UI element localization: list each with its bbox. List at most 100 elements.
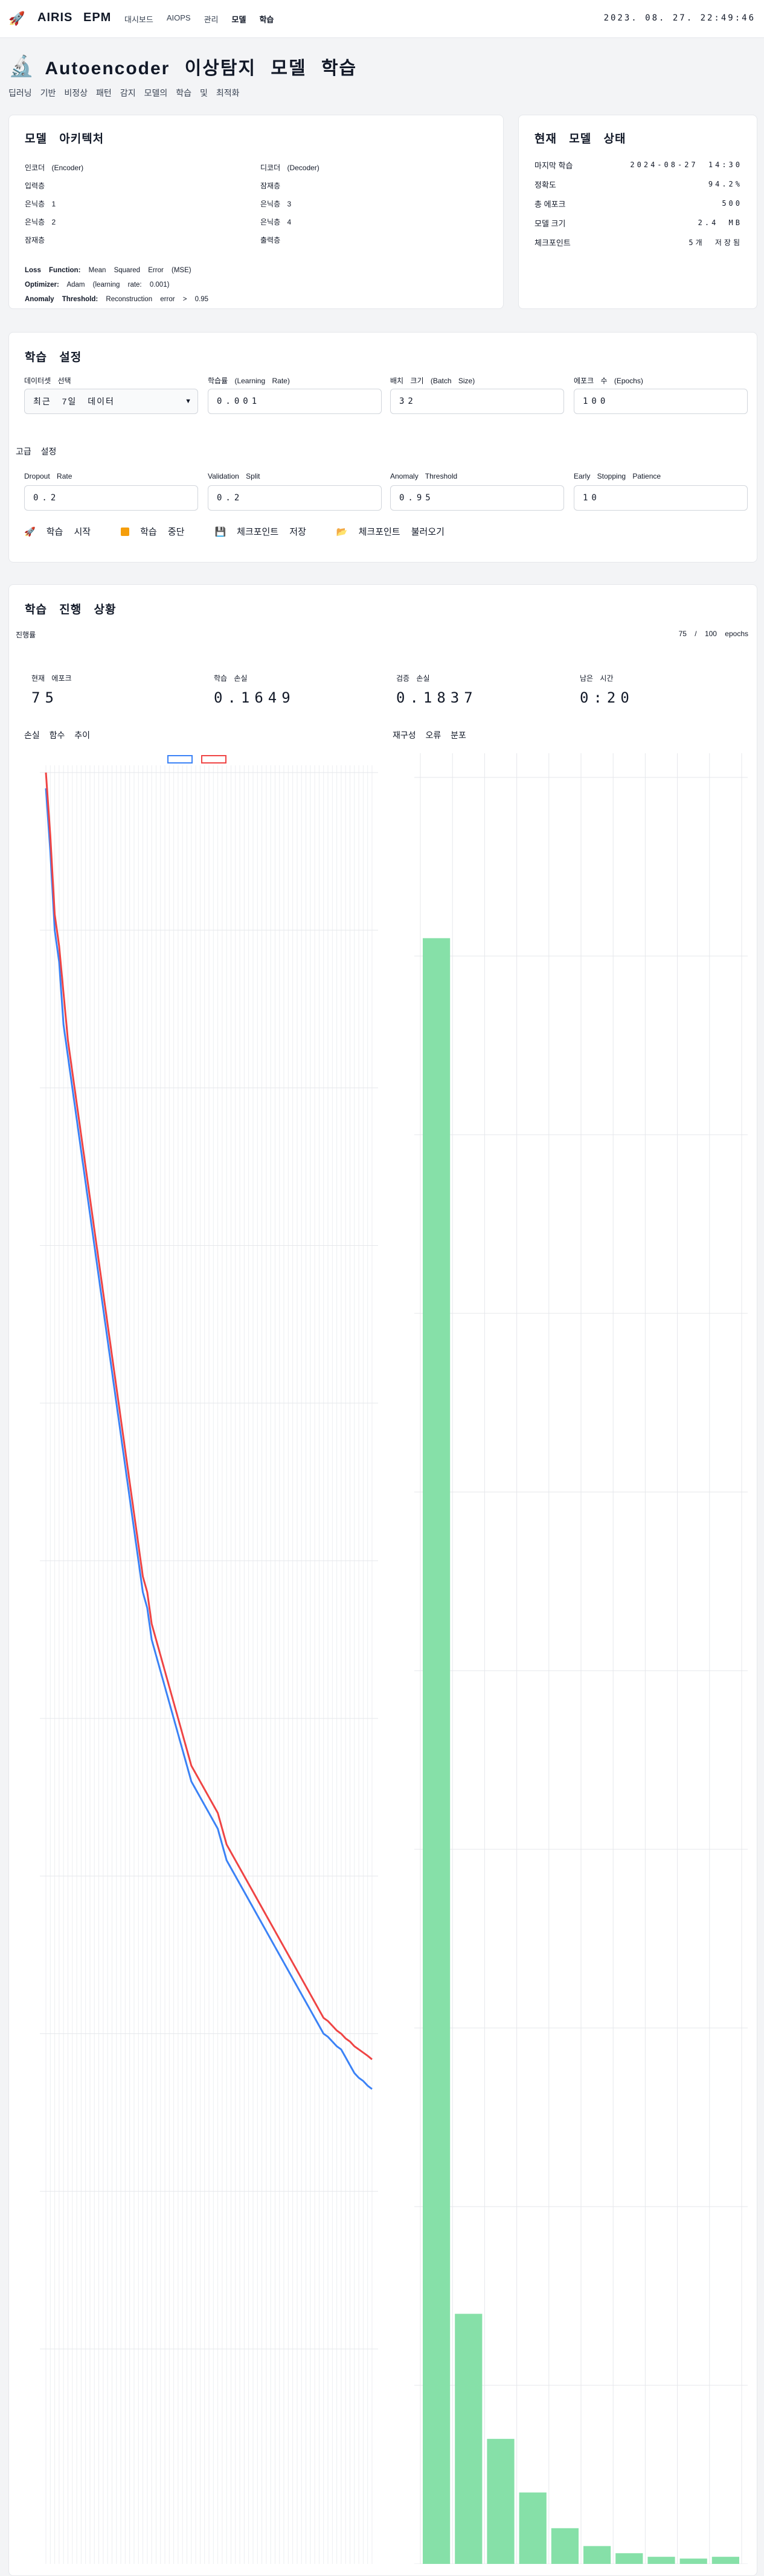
histogram-bar xyxy=(711,2557,739,2564)
loss-chart xyxy=(40,765,378,2564)
status-row: 총 에포크 500 xyxy=(534,194,742,213)
stat-remaining-time: 남은 시간 0:20 xyxy=(580,673,634,706)
histogram-bar xyxy=(423,938,451,2564)
button-label: 체크포인트 저장 xyxy=(237,527,306,537)
config-title: 학습 설정 xyxy=(25,351,82,364)
dataset-select-value: 최근 7일 데이터 xyxy=(33,397,115,406)
page-subtitle: 딥러닝 기반 비정상 패턴 감지 모델의 학습 및 최적화 xyxy=(8,87,757,99)
epochs-label: 에포크 수 (Epochs) xyxy=(574,377,643,385)
encoder-layer: 잠재층 xyxy=(25,236,45,244)
status-title: 현재 모델 상태 xyxy=(534,133,626,145)
page-title: Autoencoder 이상탐지 모델 학습 xyxy=(45,59,358,78)
encoder-header: 인코더 (Encoder) xyxy=(25,164,84,172)
dropout-input[interactable]: 0.2 xyxy=(24,485,198,511)
error-chart-title: 재구성 오류 분포 xyxy=(393,730,466,740)
decoder-layer: 잠재층 xyxy=(260,182,281,190)
training-config-card: 학습 설정 xyxy=(8,332,757,563)
progress-title: 학습 진행 상황 xyxy=(25,604,117,616)
progress-value: 75 / 100 epochs xyxy=(678,630,748,638)
top-nav: 🚀 AIRIS EPM 대시보드 AIOPS 관리 모델 학습 2023. 08… xyxy=(0,0,764,38)
threshold-input[interactable]: 0.95 xyxy=(390,485,564,511)
menu-admin[interactable]: 관리 xyxy=(204,15,219,24)
subtitle-word: 기반 xyxy=(40,88,56,98)
encoder-layer: 입력층 xyxy=(25,182,45,190)
subtitle-word: 및 xyxy=(199,88,208,98)
histogram-bar xyxy=(519,2492,547,2564)
stat-label: 현재 에포크 xyxy=(31,674,72,683)
stop-icon xyxy=(121,527,130,536)
decoder-header: 디코더 (Decoder) xyxy=(260,164,319,172)
model-status-card: 현재 모델 상태 마지막 학습 2024-08-27 14:30 정확도 94.… xyxy=(518,115,757,309)
rocket-icon: 🚀 xyxy=(8,11,25,26)
histogram-bar xyxy=(647,2557,675,2564)
loss-chart-legend xyxy=(167,755,226,764)
val-split-label: Validation Split xyxy=(208,472,260,480)
lr-label: 학습률 (Learning Rate) xyxy=(208,377,290,385)
val-split-input[interactable]: 0.2 xyxy=(208,485,382,511)
status-value: 500 xyxy=(722,199,742,208)
save-icon: 💾 xyxy=(214,526,226,537)
subtitle-word: 패턴 xyxy=(96,88,112,98)
loss-chart-grid xyxy=(40,765,378,2564)
architecture-grid: 인코더 (Encoder) 디코더 (Decoder) 입력층 잠재층 은닉층 … xyxy=(25,159,496,249)
stat-value: 0.1649 xyxy=(214,689,295,706)
batch-input[interactable]: 32 xyxy=(390,389,564,414)
dataset-select[interactable]: 최근 7일 데이터 ▼ xyxy=(24,389,198,414)
early-stopping-input[interactable]: 10 xyxy=(574,485,748,511)
page-header: 🔬 Autoencoder 이상탐지 모델 학습 딥러닝 기반 비정상 패턴 감… xyxy=(8,53,757,99)
val-loss-line xyxy=(45,772,373,2061)
error-chart-grid xyxy=(414,753,748,2564)
menu-training[interactable]: 학습 xyxy=(259,15,274,24)
button-label: 학습 중단 xyxy=(140,527,185,537)
subtitle-word: 감지 xyxy=(120,88,136,98)
status-key: 모델 크기 xyxy=(534,218,566,228)
load-checkpoint-button[interactable]: 📂 체크포인트 불러오기 xyxy=(336,525,445,538)
loss-label: Loss Function: xyxy=(25,267,81,274)
status-key: 마지막 학습 xyxy=(534,161,573,170)
brand-sub[interactable]: EPM xyxy=(83,11,112,24)
legend-val-swatch[interactable] xyxy=(201,755,226,764)
status-value: 5개 저장됨 xyxy=(689,238,742,247)
menu-model[interactable]: 모델 xyxy=(231,15,246,24)
action-buttons: 🚀 학습 시작 학습 중단 💾 체크포인트 저장 📂 체크포인트 불러오기 xyxy=(24,525,445,538)
status-row: 모델 크기 2.4 MB xyxy=(534,213,742,232)
histogram-bar xyxy=(583,2546,611,2564)
brand-name[interactable]: AIRIS xyxy=(37,11,73,24)
training-progress-card: 학습 진행 상황 xyxy=(8,584,757,2576)
start-training-button[interactable]: 🚀 학습 시작 xyxy=(24,525,91,538)
status-key: 정확도 xyxy=(534,180,556,190)
folder-icon: 📂 xyxy=(336,526,348,537)
advanced-title: 고급 설정 xyxy=(16,447,57,456)
encoder-layer: 은닉층 2 xyxy=(25,218,56,226)
dataset-label: 데이터셋 선택 xyxy=(24,377,71,385)
histogram-bar xyxy=(455,2313,483,2564)
subtitle-word: 최적화 xyxy=(216,88,240,98)
lr-input[interactable]: 0.001 xyxy=(208,389,382,414)
optimizer-value: Adam (learning rate: 0.001) xyxy=(66,281,170,289)
stat-value: 0.1837 xyxy=(396,689,478,706)
clock: 2023. 08. 27. 22:49:46 xyxy=(603,13,756,23)
legend-train-swatch[interactable] xyxy=(167,755,193,764)
button-label: 학습 시작 xyxy=(46,527,91,537)
status-key: 체크포인트 xyxy=(534,238,571,247)
main-menu: 대시보드 AIOPS 관리 모델 학습 xyxy=(124,13,274,25)
dropout-label: Dropout Rate xyxy=(24,472,72,480)
optimizer-label: Optimizer: xyxy=(25,281,59,289)
menu-dashboard[interactable]: 대시보드 xyxy=(124,15,153,24)
epochs-input[interactable]: 100 xyxy=(574,389,748,414)
save-checkpoint-button[interactable]: 💾 체크포인트 저장 xyxy=(214,525,306,538)
stat-value: 75 xyxy=(31,689,59,706)
histogram-bar xyxy=(679,2558,707,2564)
anomaly-value: Reconstruction error > 0.95 xyxy=(106,296,209,303)
training-config-summary: Loss Function: Mean Squared Error (MSE) … xyxy=(25,263,208,307)
stop-training-button[interactable]: 학습 중단 xyxy=(121,525,184,538)
subtitle-word: 딥러닝 xyxy=(8,88,32,98)
subtitle-word: 모델의 xyxy=(144,88,168,98)
anomaly-label: Anomaly Threshold: xyxy=(25,296,98,303)
decoder-layer: 출력층 xyxy=(260,236,281,244)
stat-label: 학습 손실 xyxy=(214,674,248,683)
menu-aiops[interactable]: AIOPS xyxy=(166,13,191,22)
stat-current-epoch: 현재 에포크 75 xyxy=(31,673,72,706)
progress-label: 진행률 xyxy=(16,631,36,639)
decoder-layer: 은닉층 3 xyxy=(260,200,292,208)
